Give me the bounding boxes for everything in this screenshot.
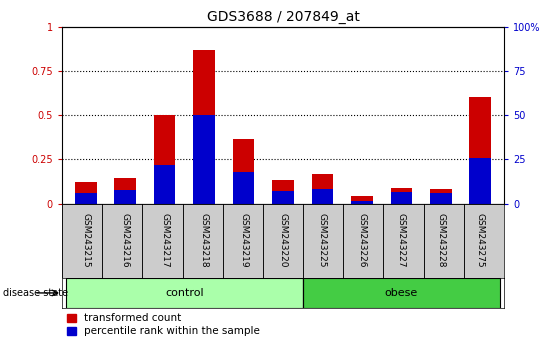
Text: obese: obese: [385, 288, 418, 298]
Text: GSM243228: GSM243228: [437, 213, 445, 268]
Text: GSM243227: GSM243227: [397, 213, 406, 268]
Bar: [469, 158, 491, 204]
Bar: [312, 189, 333, 204]
Bar: [154, 165, 175, 204]
Bar: [233, 139, 254, 204]
Bar: [391, 192, 412, 204]
Bar: [75, 182, 96, 204]
Bar: [351, 201, 373, 204]
Text: control: control: [165, 288, 204, 298]
Bar: [303, 278, 500, 308]
Text: GSM243217: GSM243217: [160, 213, 169, 268]
Legend: transformed count, percentile rank within the sample: transformed count, percentile rank withi…: [67, 313, 260, 336]
Bar: [469, 97, 491, 204]
Bar: [75, 193, 96, 204]
Bar: [233, 172, 254, 204]
Bar: [312, 174, 333, 204]
Bar: [193, 50, 215, 204]
Bar: [391, 188, 412, 204]
Title: GDS3688 / 207849_at: GDS3688 / 207849_at: [206, 10, 360, 24]
Text: GSM243220: GSM243220: [279, 213, 287, 268]
Text: GSM243226: GSM243226: [357, 213, 367, 268]
Text: GSM243216: GSM243216: [121, 213, 129, 268]
Bar: [193, 115, 215, 204]
Text: GSM243215: GSM243215: [81, 213, 90, 268]
Text: GSM243275: GSM243275: [476, 213, 485, 268]
Text: GSM243225: GSM243225: [318, 213, 327, 268]
Bar: [114, 190, 136, 204]
Bar: [351, 195, 373, 204]
Bar: [272, 191, 294, 204]
Text: disease state: disease state: [3, 288, 68, 298]
Bar: [66, 278, 303, 308]
Text: GSM243218: GSM243218: [199, 213, 209, 268]
Bar: [430, 193, 452, 204]
Bar: [114, 178, 136, 204]
Text: GSM243219: GSM243219: [239, 213, 248, 268]
Bar: [430, 188, 452, 204]
Bar: [272, 179, 294, 204]
Bar: [154, 115, 175, 204]
